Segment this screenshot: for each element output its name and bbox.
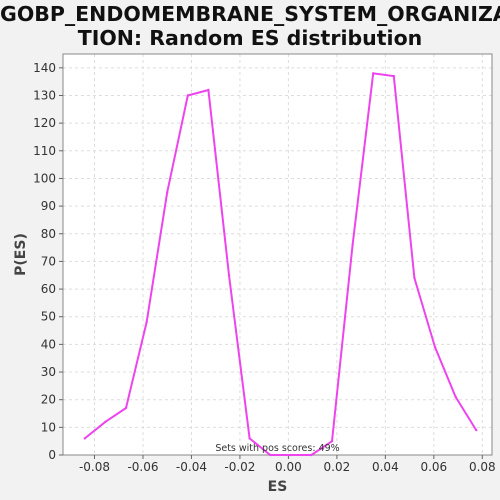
data-point — [454, 396, 456, 398]
y-tick-label: 70 — [41, 254, 56, 268]
data-point — [434, 346, 436, 348]
data-point — [228, 274, 230, 276]
data-point — [393, 75, 395, 77]
data-point — [310, 454, 312, 456]
y-tick-label: 30 — [41, 365, 56, 379]
data-point — [125, 407, 127, 409]
data-point — [475, 429, 477, 431]
data-point — [248, 437, 250, 439]
y-tick-label: 10 — [41, 420, 56, 434]
y-tick-label: 0 — [48, 448, 56, 462]
data-point — [413, 277, 415, 279]
annotation-text: Sets with pos scores: 49% — [215, 443, 339, 454]
y-tick-label: 100 — [33, 171, 56, 185]
x-tick-label: 0.08 — [469, 460, 496, 474]
x-tick-label: 0.06 — [420, 460, 447, 474]
data-point — [372, 72, 374, 74]
y-tick-label: 140 — [33, 61, 56, 75]
y-tick-label: 80 — [41, 227, 56, 241]
x-axis-label: ES — [268, 479, 288, 495]
data-point — [331, 440, 333, 442]
data-point — [166, 191, 168, 193]
y-tick-label: 110 — [33, 144, 56, 158]
x-tick-label: -0.08 — [79, 460, 110, 474]
x-tick-label: -0.06 — [127, 460, 158, 474]
x-tick-label: 0.04 — [372, 460, 399, 474]
x-tick-label: -0.04 — [176, 460, 207, 474]
data-point — [207, 89, 209, 91]
data-point — [84, 437, 86, 439]
data-point — [290, 454, 292, 456]
y-axis-label: P(ES) — [13, 233, 29, 276]
data-point — [269, 454, 271, 456]
data-point — [145, 321, 147, 323]
data-point — [104, 421, 106, 423]
x-tick-label: 0.02 — [324, 460, 351, 474]
plot-background — [63, 54, 492, 455]
y-tick-label: 90 — [41, 199, 56, 213]
y-tick-label: 120 — [33, 116, 56, 130]
y-tick-label: 20 — [41, 393, 56, 407]
data-point — [187, 94, 189, 96]
y-tick-label: 50 — [41, 310, 56, 324]
data-point — [351, 244, 353, 246]
x-tick-label: -0.02 — [224, 460, 255, 474]
y-tick-label: 60 — [41, 282, 56, 296]
x-tick-label: 0.00 — [275, 460, 302, 474]
y-tick-label: 130 — [33, 88, 56, 102]
y-tick-label: 40 — [41, 337, 56, 351]
